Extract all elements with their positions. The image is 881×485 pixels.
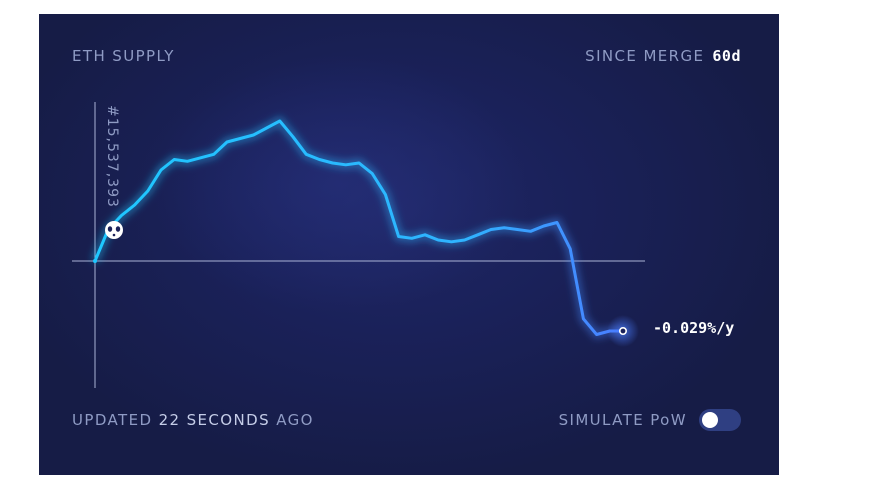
panda-marker (105, 221, 123, 239)
updated-suffix: AGO (276, 411, 314, 429)
panda-eye-right (115, 226, 121, 232)
chart-title: ETH SUPPLY (72, 47, 175, 65)
eth-supply-card: ETH SUPPLY SINCE MERGE 60d #15,537,393 (39, 14, 779, 475)
since-merge-value: 60d (712, 47, 741, 65)
simulate-pow: SIMULATE PoW (559, 409, 741, 431)
supply-line (93, 119, 625, 336)
supply-chart: #15,537,393 -0.029%/y (72, 102, 734, 388)
simulate-pow-toggle[interactable] (699, 409, 741, 431)
supply-line-glow (91, 115, 623, 340)
updated-timestamp: UPDATED 22 SECONDS AGO (72, 411, 314, 429)
panda-face-icon (105, 221, 123, 239)
toggle-knob (702, 412, 718, 428)
updated-value: 22 SECONDS (158, 411, 271, 429)
updated-prefix: UPDATED (72, 411, 153, 429)
simulate-pow-label: SIMULATE PoW (558, 411, 687, 429)
panda-nose (112, 233, 116, 237)
background-glow (149, 54, 529, 314)
end-point-marker (618, 326, 627, 335)
supply-rate-label: -0.029%/y (653, 319, 734, 337)
supply-axis-label: #15,537,393 (104, 105, 120, 208)
since-merge: SINCE MERGE 60d (585, 47, 741, 65)
panda-eye-left (107, 226, 113, 232)
start-point-marker (93, 259, 97, 263)
series-layer (91, 115, 639, 347)
since-merge-label: SINCE MERGE (585, 47, 705, 65)
